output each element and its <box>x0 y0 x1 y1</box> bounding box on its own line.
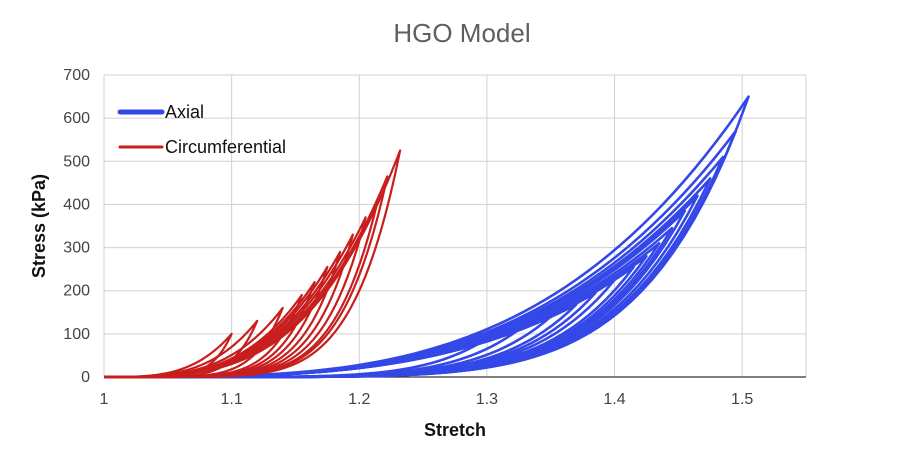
x-tick-label: 1.3 <box>476 391 498 408</box>
series-layer <box>104 95 750 379</box>
x-tick-label: 1.1 <box>221 391 243 408</box>
series-axial-loop <box>104 265 635 379</box>
y-tick-label: 500 <box>63 153 90 170</box>
y-tick-label: 400 <box>63 196 90 213</box>
legend-item-circumferential: Circumferential <box>118 137 286 157</box>
y-tick-label: 100 <box>63 326 90 343</box>
legend-label-axial: Axial <box>165 102 204 122</box>
x-tick-label: 1.4 <box>603 391 625 408</box>
series-axial-loop <box>104 241 661 379</box>
y-axis-tick-labels: 0 100 200 300 400 500 600 700 <box>63 67 90 386</box>
x-tick-label: 1 <box>100 391 109 408</box>
x-axis-tick-labels: 1 1.1 1.2 1.3 1.4 1.5 <box>100 391 754 408</box>
y-tick-label: 0 <box>81 369 90 386</box>
series-axial-loop <box>104 291 597 379</box>
series-circumferential <box>104 149 402 379</box>
y-tick-label: 700 <box>63 67 90 84</box>
x-axis-label: Stretch <box>424 420 486 440</box>
y-tick-label: 300 <box>63 240 90 257</box>
series-axial-loop <box>104 209 687 379</box>
y-tick-label: 600 <box>63 110 90 127</box>
legend-item-axial: Axial <box>117 102 204 122</box>
series-axial <box>104 95 750 379</box>
series-axial-loop <box>104 95 750 379</box>
y-tick-label: 200 <box>63 283 90 300</box>
horizontal-gridlines <box>104 74 806 335</box>
chart-title: HGO Model <box>393 18 530 48</box>
y-axis-label: Stress (kPa) <box>29 174 49 278</box>
legend-label-circumferential: Circumferential <box>165 137 286 157</box>
x-tick-label: 1.2 <box>348 391 370 408</box>
series-circumferential-loop <box>104 149 402 379</box>
vertical-gridlines <box>103 75 807 377</box>
x-tick-label: 1.5 <box>731 391 753 408</box>
legend: Axial Circumferential <box>117 102 286 157</box>
